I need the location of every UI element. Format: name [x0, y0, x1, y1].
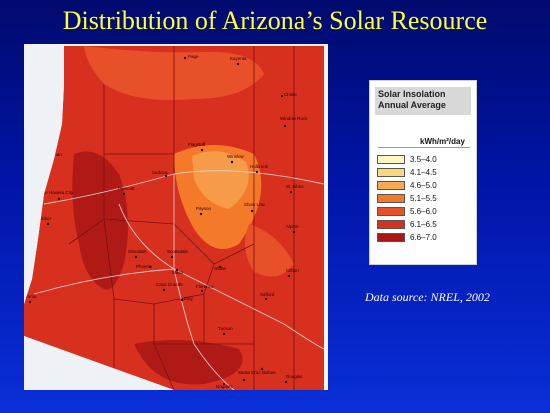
city-label: Kayenta: [230, 56, 247, 61]
city-label: Bisbee: [262, 370, 276, 375]
city-label: Yuma: [25, 294, 37, 299]
legend-title: Solar Insolation Annual Average: [375, 87, 471, 115]
city-markers: [28, 56, 296, 386]
legend-class-row: 5.6–6.0: [377, 207, 471, 216]
city-label: Show Low: [244, 202, 266, 207]
city-label: Nogales: [216, 384, 233, 389]
city-label: Eloy: [184, 296, 194, 301]
legend-class-label: 6.1–6.5: [410, 220, 437, 229]
legend-class-label: 5.1–5.5: [410, 194, 437, 203]
city-label: Glendale: [128, 249, 147, 254]
city-label: Flagstaff: [188, 142, 206, 147]
city-label: Window Rock: [280, 116, 308, 121]
city-label: Parker: [38, 216, 52, 221]
zone-6-6-to-7-0-west: [72, 151, 128, 290]
legend-swatch: [377, 233, 405, 242]
legend-swatch: [377, 181, 405, 190]
city-label: Florence: [196, 284, 214, 289]
legend-title-line-1: Solar Insolation: [378, 89, 446, 99]
city-label: Mesa: [172, 270, 184, 275]
city-label: Santa Cruz: [238, 370, 261, 375]
city-label: Page: [188, 54, 199, 59]
highways: [33, 170, 324, 390]
zone-6-6-to-7-0-south: [134, 340, 243, 385]
solar-map: Page Kayenta Chinle Window Rock Kingman …: [24, 44, 328, 390]
legend-title-line-2: Annual Average: [378, 100, 446, 110]
legend-swatch: [377, 220, 405, 229]
city-label: Chinle: [284, 92, 297, 97]
city-labels: Page Kayenta Chinle Window Rock Kingman …: [25, 54, 308, 389]
city-label: Tucson: [218, 326, 233, 331]
city-label: Globe: [214, 266, 227, 271]
zone-4-6-to-5-0-plateau: [192, 151, 249, 209]
legend-class-label: 6.6–7.0: [410, 233, 437, 242]
city-label: Winslow: [227, 154, 245, 159]
zone-5-6-to-6-0-east: [245, 224, 294, 277]
city-label: Prescott: [118, 186, 135, 191]
city-label: Casa Grande: [156, 282, 183, 287]
legend-class-row: 6.6–7.0: [377, 233, 471, 242]
legend-swatch: [377, 194, 405, 203]
legend-divider: [378, 147, 470, 148]
city-label: Alpine: [286, 224, 299, 229]
legend-class-row: 5.1–5.5: [377, 194, 471, 203]
city-label: Payson: [196, 206, 212, 211]
legend-class-row: 3.5–4.0: [377, 155, 471, 164]
legend-swatch: [377, 155, 405, 164]
city-label: Clifton: [286, 268, 299, 273]
insolation-zones: Page Kayenta Chinle Window Rock Kingman …: [24, 46, 324, 390]
city-label: Scottsdale: [167, 249, 189, 254]
city-label: Safford: [260, 292, 275, 297]
legend-swatch: [377, 207, 405, 216]
legend-class-row: 4.6–5.0: [377, 181, 471, 190]
city-label: Holbrook: [250, 164, 269, 169]
legend-class-label: 4.6–5.0: [410, 181, 437, 190]
city-label: Lake Havasu City: [38, 190, 74, 195]
city-label: St Johns: [286, 184, 304, 189]
legend-class-row: 6.1–6.5: [377, 220, 471, 229]
outside-area-west: [24, 44, 64, 304]
arizona-map-svg: Page Kayenta Chinle Window Rock Kingman …: [24, 44, 328, 390]
city-label: Douglas: [286, 374, 303, 379]
legend-class-label: 4.1–4.5: [410, 168, 437, 177]
outside-area-mexico: [24, 336, 174, 390]
city-label: Sedona: [152, 170, 168, 175]
city-label: Phoenix: [136, 264, 153, 269]
legend-unit: kWh/m²/day: [420, 137, 465, 146]
map-legend: Solar Insolation Annual Average kWh/m²/d…: [369, 80, 477, 265]
slide-title: Distribution of Arizona’s Solar Resource: [62, 6, 488, 35]
data-source-note: Data source: NREL, 2002: [365, 290, 490, 304]
legend-class-row: 4.1–4.5: [377, 168, 471, 177]
legend-class-label: 5.6–6.0: [410, 207, 437, 216]
legend-swatch: [377, 168, 405, 177]
legend-class-label: 3.5–4.0: [410, 155, 437, 164]
